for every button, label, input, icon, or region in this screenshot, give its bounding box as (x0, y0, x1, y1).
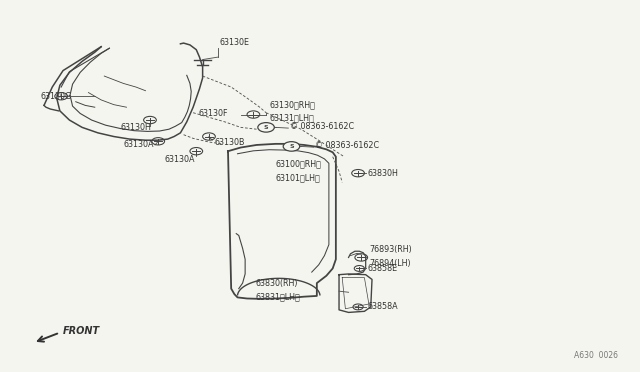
Circle shape (284, 142, 300, 151)
Text: 63130A: 63130A (164, 155, 195, 164)
Text: 63130E: 63130E (220, 38, 250, 47)
Text: 63130F: 63130F (198, 109, 228, 118)
Text: © 08363-6162C: © 08363-6162C (315, 141, 379, 150)
Text: 76893(RH): 76893(RH) (369, 245, 412, 254)
Text: 63858E: 63858E (367, 264, 397, 273)
Text: 63830(RH): 63830(RH) (255, 279, 298, 288)
Text: 63831〈LH〉: 63831〈LH〉 (255, 293, 300, 302)
Text: 63858A: 63858A (367, 302, 398, 311)
Text: 76894(LH): 76894(LH) (369, 259, 411, 267)
Text: 63130B: 63130B (214, 138, 244, 147)
Text: © 08363-6162C: © 08363-6162C (289, 122, 354, 131)
Text: 63130H: 63130H (120, 123, 151, 132)
Text: FRONT: FRONT (63, 327, 100, 337)
Text: 63131〈LH〉: 63131〈LH〉 (269, 114, 314, 123)
Text: 63100〈RH〉: 63100〈RH〉 (276, 160, 321, 169)
Text: 63101〈LH〉: 63101〈LH〉 (276, 173, 321, 182)
Text: 63130A: 63130A (124, 140, 154, 149)
Circle shape (258, 123, 275, 132)
Text: S: S (289, 144, 294, 149)
Text: 63130〈RH〉: 63130〈RH〉 (269, 100, 315, 109)
Text: S: S (264, 125, 268, 130)
Text: A630  0026: A630 0026 (574, 351, 618, 360)
Text: 63130G: 63130G (41, 92, 72, 101)
Text: 63830H: 63830H (367, 169, 399, 178)
